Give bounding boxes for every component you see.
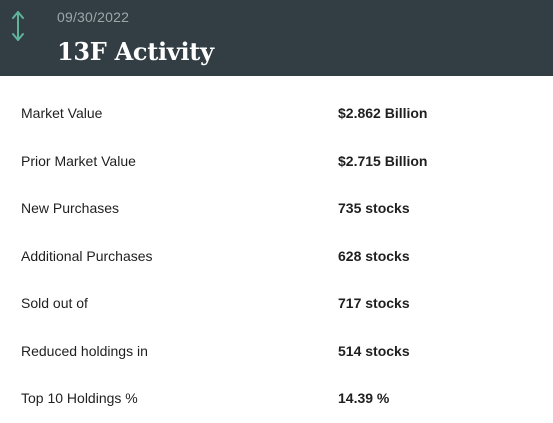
activity-row-prior-market-value: Prior Market Value $2.715 Billion — [0, 137, 553, 185]
card-title: 13F Activity — [57, 37, 214, 66]
row-label: Additional Purchases — [21, 247, 153, 264]
activity-row-market-value: Market Value $2.862 Billion — [0, 89, 553, 137]
row-value: 735 stocks — [338, 200, 410, 216]
row-label: Market Value — [21, 105, 103, 121]
report-date: 09/30/2022 — [57, 9, 130, 25]
row-label: Top 10 Holdings % — [21, 390, 138, 406]
activity-row-new-purchases: New Purchases 735 stocks — [0, 184, 553, 232]
up-down-arrows-icon — [8, 9, 28, 43]
activity-row-additional-purchases: Additional Purchases 628 stocks — [0, 232, 553, 280]
row-value: $2.715 Billion — [338, 152, 428, 169]
row-value: 628 stocks — [338, 247, 410, 264]
activity-list: Market Value $2.862 Billion Prior Market… — [0, 89, 553, 422]
activity-row-sold-out-of: Sold out of 717 stocks — [0, 279, 553, 327]
row-value: 14.39 % — [338, 390, 390, 406]
row-value: 717 stocks — [338, 295, 410, 311]
row-label: Sold out of — [21, 295, 88, 311]
row-value: $2.862 Billion — [338, 105, 428, 121]
row-label: Reduced holdings in — [21, 342, 148, 359]
activity-row-top-10-holdings: Top 10 Holdings % 14.39 % — [0, 374, 553, 422]
card-header: 09/30/2022 13F Activity — [0, 0, 553, 76]
activity-row-reduced-holdings: Reduced holdings in 514 stocks — [0, 327, 553, 375]
row-label: New Purchases — [21, 200, 120, 216]
row-label: Prior Market Value — [21, 152, 136, 169]
row-value: 514 stocks — [338, 342, 410, 359]
